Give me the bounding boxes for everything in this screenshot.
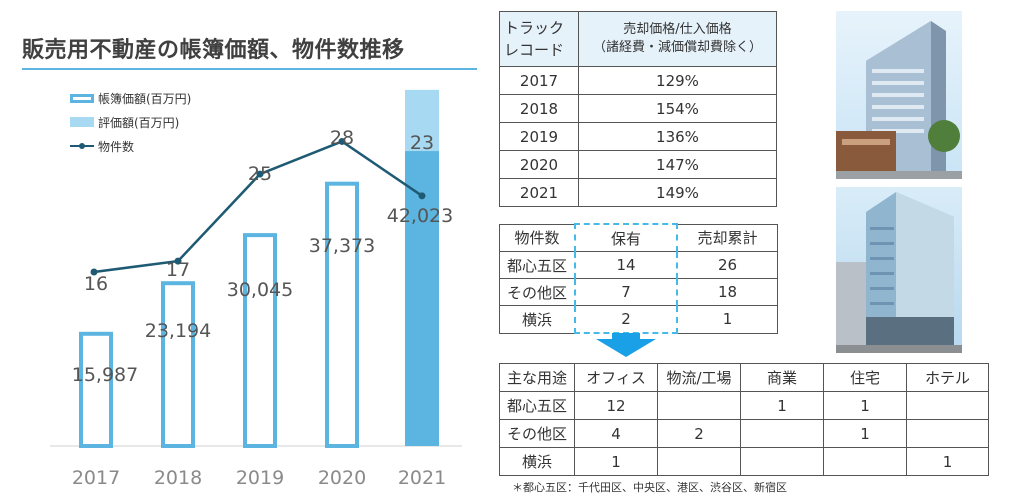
properties-value-label: 16 <box>84 273 108 295</box>
page-title: 販売用不動産の帳簿価額、物件数推移 <box>22 38 405 63</box>
sold-total-header: 売却累計 <box>676 223 778 252</box>
usage-header: オフィス <box>574 363 658 392</box>
property-count-table: 物件数 保有 売却累計 都心五区 14 26 その他区 7 18 横浜 2 1 <box>499 223 778 334</box>
sold-count: 26 <box>676 251 778 279</box>
x-tick-label: 2017 <box>72 467 120 489</box>
bar-book-value <box>161 281 195 448</box>
track-year: 2017 <box>499 66 579 95</box>
x-tick-label: 2021 <box>398 467 446 489</box>
usage-header: 住宅 <box>823 363 907 392</box>
office-building-image <box>836 21 962 179</box>
bar-value-label: 15,987 <box>72 364 138 386</box>
track-record-header: トラック レコード <box>499 11 579 67</box>
usage-table: 主な用途 オフィス 物流/工場 商業 住宅 ホテル 都心五区 12 1 1 その… <box>499 363 989 476</box>
usage-cell: 1 <box>574 447 658 476</box>
usage-cell: 4 <box>574 419 658 448</box>
down-arrow-stem <box>612 333 640 341</box>
track-value: 129% <box>578 66 777 95</box>
area-label: 横浜 <box>499 447 575 476</box>
usage-cell: 1 <box>906 447 989 476</box>
legend-properties: 物件数 <box>70 134 191 158</box>
title-underline <box>22 68 477 70</box>
track-year: 2018 <box>499 94 579 123</box>
chart-legend: 帳簿価額(百万円) 評価額(百万円) 物件数 <box>70 86 191 158</box>
bar-line-chart: 15,987 23,194 30,045 37,373 42,023 16 17 25 28 23… <box>50 89 462 489</box>
footnote: ＊都心五区：千代田区、中央区、港区、渋谷区、新宿区 <box>512 481 787 494</box>
down-arrow-icon <box>596 339 656 357</box>
usage-header: ホテル <box>906 363 989 392</box>
usage-cell <box>740 447 824 476</box>
area-label: 都心五区 <box>499 251 576 279</box>
usage-cell <box>740 419 824 448</box>
properties-point <box>418 192 426 200</box>
properties-value-label: 17 <box>166 259 190 281</box>
held-count: 14 <box>574 251 678 279</box>
usage-header: 商業 <box>740 363 824 392</box>
track-year: 2021 <box>499 178 579 207</box>
office-building-image <box>836 192 962 353</box>
held-header: 保有 <box>574 223 678 252</box>
properties-value-label: 28 <box>330 127 354 149</box>
track-year: 2020 <box>499 150 579 179</box>
legend-appraised: 評価額(百万円) <box>70 110 191 134</box>
usage-cell <box>906 419 989 448</box>
properties-point <box>174 257 182 265</box>
track-value: 136% <box>578 122 777 151</box>
held-count: 7 <box>574 278 678 306</box>
bar-book-value <box>405 151 439 446</box>
bar-appraised-2021 <box>405 89 439 152</box>
area-label: 都心五区 <box>499 391 575 420</box>
sold-count: 18 <box>676 278 778 306</box>
usage-cell: 1 <box>823 419 907 448</box>
building-photo-2 <box>836 187 962 353</box>
legend-book-value: 帳簿価額(百万円) <box>70 86 191 110</box>
usage-cell: 2 <box>657 419 741 448</box>
property-count-header: 物件数 <box>499 223 576 252</box>
track-record-table: トラック レコード 売却価格/仕入価格 （諸経費・減価償却費除く） 2017 12… <box>499 11 777 207</box>
bar-value-label: 37,373 <box>309 235 375 257</box>
x-tick-label: 2019 <box>236 467 284 489</box>
bar-value-label: 30,045 <box>227 279 293 301</box>
area-label: その他区 <box>499 278 576 306</box>
properties-value-label: 25 <box>248 163 272 185</box>
usage-cell: 1 <box>823 391 907 420</box>
track-year: 2019 <box>499 122 579 151</box>
price-ratio-header: 売却価格/仕入価格 （諸経費・減価償却費除く） <box>578 11 777 67</box>
track-value: 154% <box>578 94 777 123</box>
track-value: 149% <box>578 178 777 207</box>
usage-cell: 1 <box>740 391 824 420</box>
usage-cell <box>657 447 741 476</box>
held-count: 2 <box>574 305 678 334</box>
area-label: 横浜 <box>499 305 576 334</box>
usage-header: 物流/工場 <box>657 363 741 392</box>
building-photo-1 <box>836 11 962 179</box>
properties-point <box>90 268 98 276</box>
area-label: その他区 <box>499 419 575 448</box>
bar-book-value <box>243 233 277 448</box>
usage-cell <box>906 391 989 420</box>
bar-value-label: 42,023 <box>387 205 453 227</box>
usage-cell: 12 <box>574 391 658 420</box>
x-tick-label: 2020 <box>318 467 366 489</box>
usage-cell <box>823 447 907 476</box>
bar-book-value <box>325 181 359 449</box>
properties-point <box>256 170 264 178</box>
usage-header: 主な用途 <box>499 363 575 392</box>
usage-cell <box>657 391 741 420</box>
properties-point <box>338 137 346 145</box>
properties-value-label: 23 <box>410 132 434 154</box>
bar-book-value <box>79 331 113 449</box>
x-tick-label: 2018 <box>154 467 202 489</box>
track-value: 147% <box>578 150 777 179</box>
bar-value-label: 23,194 <box>145 320 211 342</box>
sold-count: 1 <box>676 305 778 334</box>
